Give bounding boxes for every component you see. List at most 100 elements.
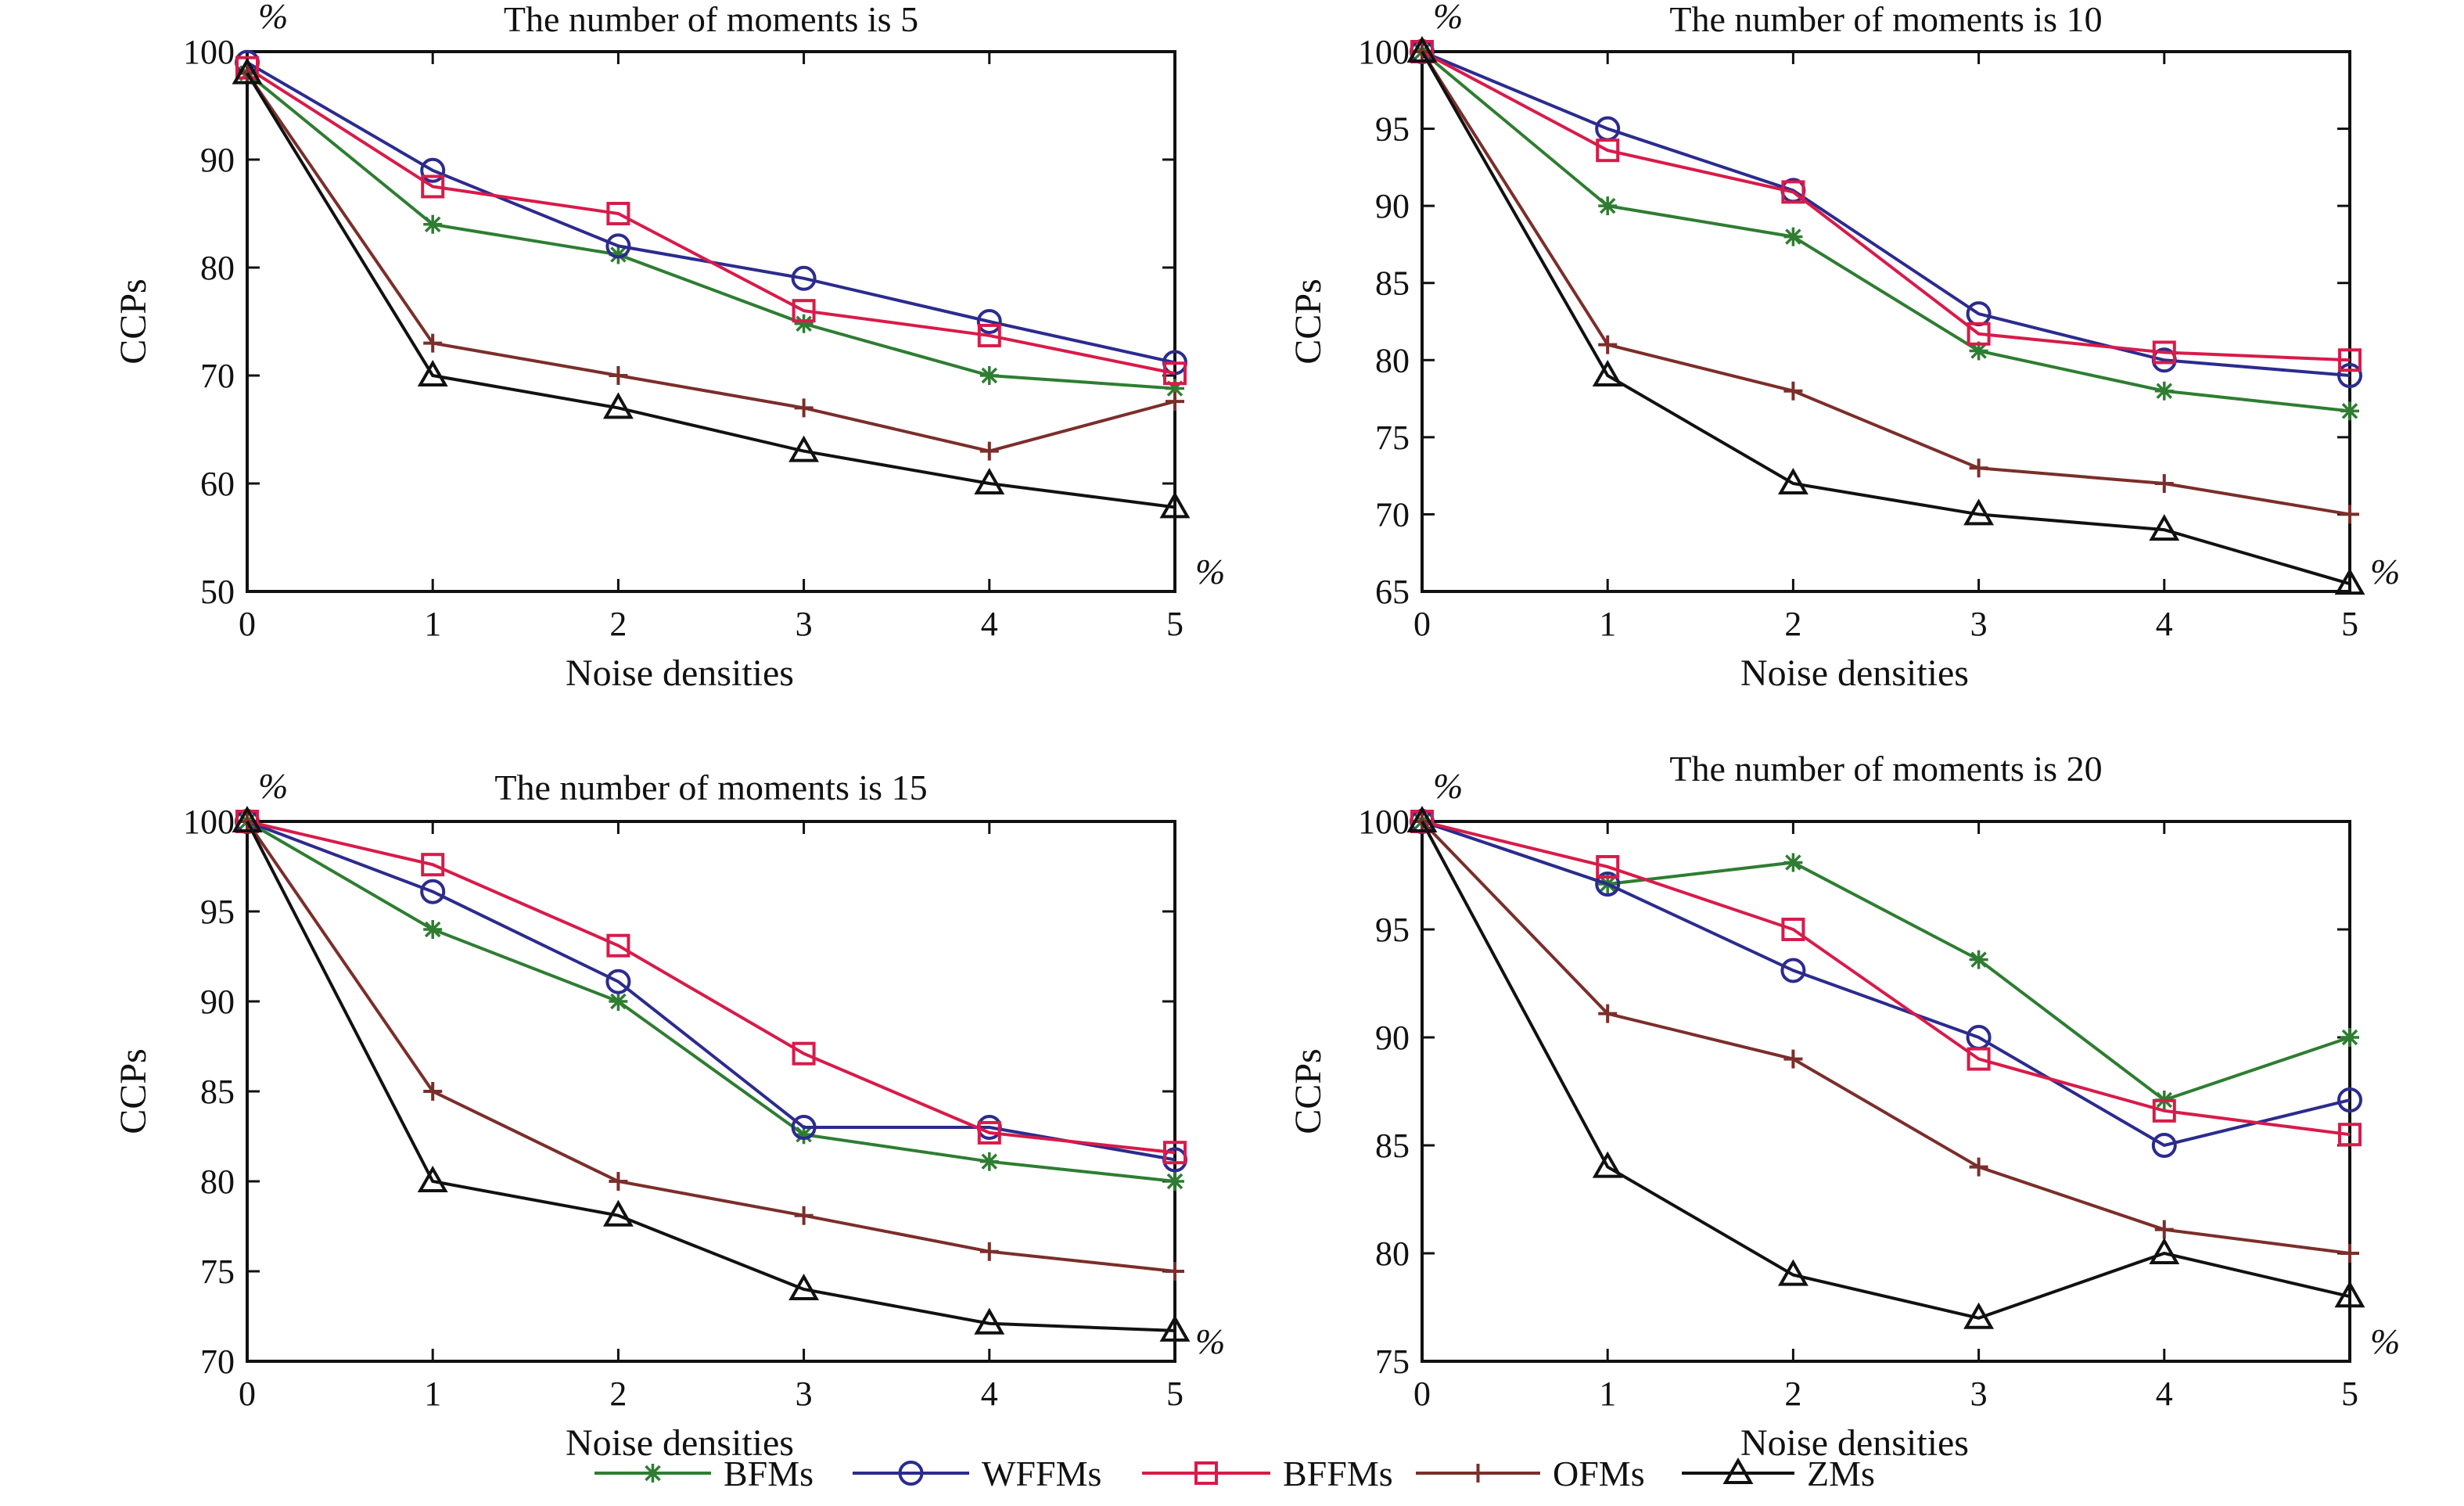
y-unit-label: % xyxy=(258,0,288,36)
data-point xyxy=(2340,401,2359,421)
data-point xyxy=(1783,853,1803,872)
series-bffms xyxy=(235,56,1187,386)
data-point xyxy=(2340,1244,2359,1263)
series-line xyxy=(246,820,1176,1155)
data-point xyxy=(1592,1151,1623,1178)
data-point xyxy=(420,879,446,904)
data-point xyxy=(1969,1157,1988,1177)
data-point xyxy=(2151,1133,2177,1158)
data-point xyxy=(2334,1281,2365,1308)
legend-marker xyxy=(1722,1457,1754,1484)
legend-label: OFMs xyxy=(1553,1454,1645,1493)
legend-marker xyxy=(1194,1461,1218,1485)
data-point xyxy=(423,1082,443,1101)
legend-item-ofms: OFMs xyxy=(1416,1454,1645,1493)
series-line xyxy=(246,72,1176,453)
series-zms xyxy=(1406,35,2365,595)
series-line xyxy=(1421,821,2351,1320)
data-point xyxy=(2149,1237,2180,1264)
y-tick-label: 80 xyxy=(1375,341,1410,379)
data-point xyxy=(2152,1098,2176,1123)
data-point xyxy=(792,299,816,323)
chart-title: The number of moments is 15 xyxy=(494,767,927,807)
data-point xyxy=(232,57,263,84)
y-axis-label: CCPs xyxy=(113,279,154,364)
y-axis-label: CCPs xyxy=(1288,279,1329,364)
data-point xyxy=(2338,348,2362,372)
data-point xyxy=(791,1115,817,1140)
legend-marker xyxy=(898,1461,924,1486)
data-point xyxy=(1598,1004,1618,1023)
data-point xyxy=(977,323,1001,347)
data-point xyxy=(2334,568,2365,595)
series-line xyxy=(1421,820,2351,1137)
data-point xyxy=(788,435,820,462)
data-point xyxy=(1963,498,1995,526)
data-point xyxy=(602,392,634,419)
series-line xyxy=(1421,50,2351,516)
y-tick-label: 60 xyxy=(200,465,235,503)
data-point xyxy=(232,805,263,832)
y-unit-label: % xyxy=(258,766,288,806)
y-tick-label: 90 xyxy=(1375,1019,1410,1057)
data-point xyxy=(794,1206,814,1225)
data-point xyxy=(1963,1302,1995,1329)
data-point xyxy=(606,933,630,958)
data-point xyxy=(2154,1220,2174,1239)
data-point xyxy=(979,1152,999,1171)
y-tick-label: 95 xyxy=(1375,911,1410,949)
series-line xyxy=(246,820,1176,1162)
data-point xyxy=(1781,180,1805,204)
data-point xyxy=(2340,1028,2359,1047)
series-bffms xyxy=(1410,810,2362,1147)
data-point xyxy=(1777,467,1808,494)
data-point xyxy=(1159,491,1191,519)
x-tick-label: 4 xyxy=(981,1375,998,1413)
series-wffms xyxy=(1410,809,2362,1158)
data-point xyxy=(606,202,630,225)
data-point xyxy=(417,359,448,386)
plot-frame xyxy=(246,50,1176,593)
series-line xyxy=(246,66,1176,376)
legend-label: BFFMs xyxy=(1283,1454,1393,1493)
data-point xyxy=(1166,392,1184,412)
data-point xyxy=(1592,359,1623,386)
data-point xyxy=(2154,474,2174,493)
data-point xyxy=(423,920,443,939)
y-tick-label: 70 xyxy=(200,1342,235,1381)
data-point xyxy=(609,1172,628,1191)
y-tick-label: 70 xyxy=(1375,495,1410,534)
data-point xyxy=(979,441,999,461)
x-tick-label: 0 xyxy=(239,1375,256,1413)
data-point xyxy=(1163,361,1187,386)
x-axis-label: Noise densities xyxy=(1740,1422,1969,1464)
y-tick-label: 85 xyxy=(1375,264,1410,303)
x-tick-label: 5 xyxy=(1166,1375,1184,1413)
chart-panel-2: 0 1 2 3 4 5 65 70 75 80 85 90 95 100 The number of mom… xyxy=(1288,0,2400,694)
y-unit-label: % xyxy=(1433,766,1463,806)
legend-item-wffms: WFFMs xyxy=(853,1454,1101,1493)
series-zms xyxy=(232,805,1191,1342)
legend: BFMs WFFMs BFFMs OFMs ZMs xyxy=(594,1454,1875,1493)
y-tick-label: 50 xyxy=(200,573,235,611)
legend-item-zms: ZMs xyxy=(1682,1454,1875,1493)
x-tick-label: 4 xyxy=(2156,1375,2173,1413)
x-tick-label: 2 xyxy=(609,605,627,643)
data-point xyxy=(974,1307,1005,1335)
series-ofms xyxy=(1413,812,2359,1263)
series-line xyxy=(1421,50,2351,362)
x-unit-label: % xyxy=(2370,552,2400,591)
x-tick-label: 1 xyxy=(1599,605,1616,643)
y-tick-label: 85 xyxy=(200,1073,235,1111)
series-wffms xyxy=(1410,39,2362,388)
data-point xyxy=(609,992,628,1011)
y-tick-label: 95 xyxy=(200,893,235,931)
chart-title: The number of moments is 5 xyxy=(504,0,918,39)
data-point xyxy=(1163,1141,1187,1165)
y-tick-label: 100 xyxy=(183,33,235,71)
chart-title: The number of moments is 10 xyxy=(1669,0,2102,39)
series-line xyxy=(246,820,1176,1183)
legend-item-bffms: BFFMs xyxy=(1142,1454,1393,1493)
data-point xyxy=(1783,1049,1803,1069)
